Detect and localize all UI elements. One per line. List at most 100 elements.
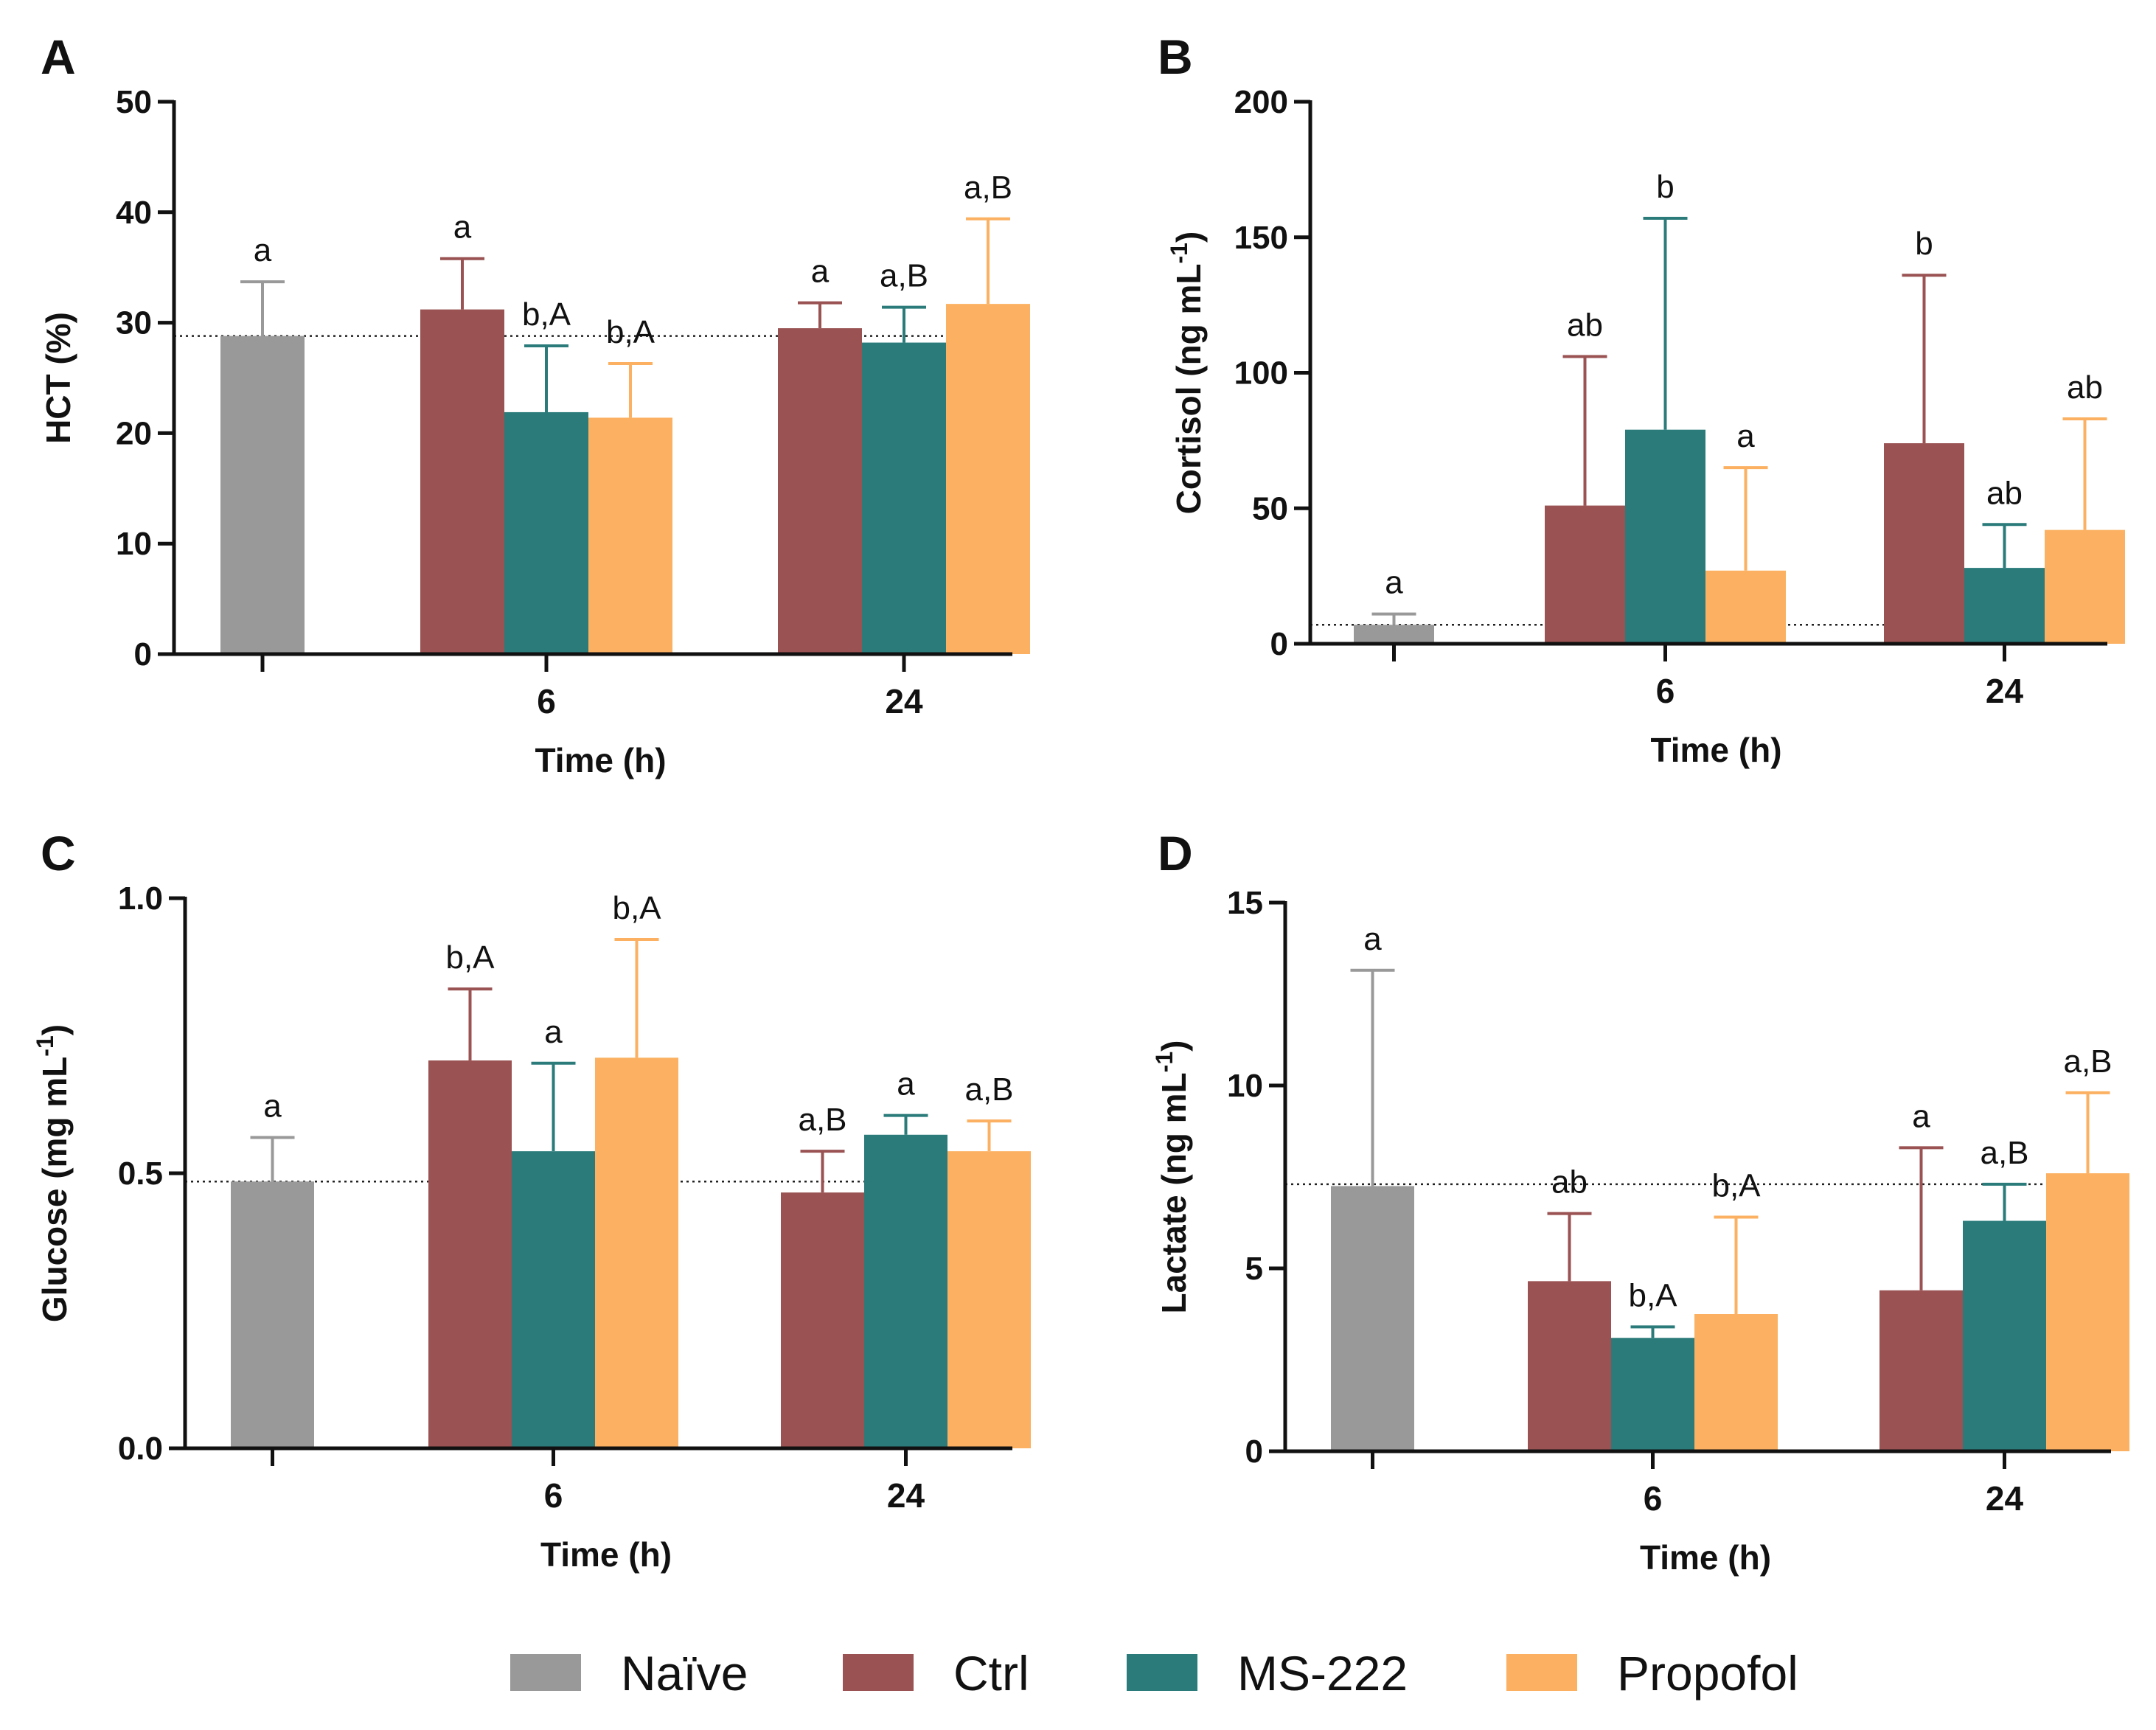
- panel-letter: C: [41, 826, 76, 880]
- y-tick-label: 0: [134, 636, 152, 673]
- x-tick-label: 24: [887, 1476, 925, 1515]
- panel-c: Ca b,A a b,A a,B a a,B 0.0 0.5 1.0 6 24 Time (h) Gluc…: [32, 826, 1031, 1574]
- y-axis-title-suffix: ): [1169, 232, 1208, 243]
- legend-item-ms-222: MS-222: [1127, 1646, 1408, 1701]
- y-axis-title: Cortisol (ng mL-1): [1166, 232, 1208, 515]
- x-tick-label: 24: [1986, 672, 2024, 710]
- bar-na-ve: [1354, 625, 1434, 644]
- bar-ms-222-24h: [862, 342, 946, 654]
- x-tick-label: 6: [1656, 672, 1675, 710]
- y-axis-title: Glucose (mg mL-1): [32, 1024, 74, 1322]
- y-axis-title: HCT (%): [39, 312, 77, 444]
- bar-ctrl-24h: [781, 1192, 864, 1448]
- significance-label: b,A: [612, 890, 661, 926]
- bar-propofol-6h: [595, 1057, 678, 1448]
- y-tick-label: 0.0: [118, 1431, 163, 1467]
- x-axis-title: Time (h): [1640, 1538, 1771, 1577]
- y-tick-label: 30: [116, 305, 152, 341]
- x-tick-label: 6: [537, 682, 556, 720]
- bar-ms-222-6h: [1625, 429, 1705, 644]
- panel-d: Da ab b,A b,A a a,B a,B 0 5 10 15 6 24 Time (h) Lactat…: [1151, 826, 2129, 1577]
- bar-ctrl-6h: [1545, 505, 1625, 644]
- y-tick-label: 0: [1245, 1434, 1263, 1470]
- legend-item-ctrl: Ctrl: [843, 1646, 1029, 1701]
- bar-propofol-24h: [2045, 529, 2125, 644]
- legend-swatch: [1506, 1654, 1577, 1691]
- bar-ms-222-24h: [1964, 568, 2045, 644]
- legend: Naïve Ctrl MS-222 Propofol: [510, 1646, 1798, 1701]
- bar-ms-222-24h: [1963, 1220, 2046, 1451]
- y-tick-label: 0: [1270, 626, 1288, 662]
- significance-label: a,B: [880, 258, 928, 294]
- legend-swatch: [510, 1654, 581, 1691]
- y-axis-title-superscript: -1: [32, 1035, 58, 1056]
- significance-label: a: [1912, 1098, 1930, 1134]
- y-tick-label: 40: [116, 195, 152, 231]
- panel-letter: D: [1158, 826, 1193, 880]
- y-tick-label: 10: [1227, 1068, 1263, 1104]
- legend-item-propofol: Propofol: [1506, 1646, 1798, 1701]
- significance-label: a: [897, 1066, 915, 1102]
- panel-a: Aa a b,A b,A a a,B a,B 0 10 20 30 40 50 6 24 Time (h) HC…: [39, 29, 1030, 779]
- legend-label: Propofol: [1617, 1646, 1798, 1701]
- x-axis-title: Time (h): [540, 1535, 672, 1574]
- y-tick-label: 1.0: [118, 880, 163, 917]
- bar-na-ve: [220, 336, 305, 654]
- y-axis-title-superscript: -1: [1166, 243, 1192, 263]
- significance-label: a: [453, 209, 472, 246]
- y-axis-title-main: Glucose (mg mL: [35, 1057, 74, 1322]
- bar-ctrl-6h: [428, 1060, 512, 1448]
- y-tick-label: 50: [116, 84, 152, 120]
- y-axis-title-main: Lactate (ng mL: [1155, 1072, 1193, 1313]
- y-axis-title-main: HCT (%): [39, 312, 77, 444]
- bar-ctrl-24h: [778, 328, 862, 654]
- bar-na-ve: [231, 1181, 314, 1448]
- legend-label: Ctrl: [953, 1646, 1029, 1701]
- bar-ctrl-6h: [1528, 1281, 1611, 1451]
- y-axis-title: Lactate (ng mL-1): [1151, 1041, 1193, 1314]
- bar-ms-222-6h: [512, 1151, 595, 1448]
- significance-label: a: [1736, 418, 1755, 454]
- bar-ms-222-24h: [864, 1134, 947, 1448]
- bar-ctrl-24h: [1879, 1290, 1963, 1451]
- bar-ctrl-24h: [1884, 443, 1964, 644]
- significance-label: ab: [2067, 369, 2103, 406]
- bar-ctrl-6h: [420, 309, 504, 654]
- significance-label: a: [544, 1014, 563, 1050]
- significance-label: a,B: [798, 1102, 846, 1138]
- bar-na-ve: [1331, 1186, 1414, 1451]
- significance-label: b,A: [445, 939, 495, 976]
- y-tick-label: 0.5: [118, 1156, 163, 1192]
- x-axis-title: Time (h): [1650, 731, 1781, 769]
- y-tick-label: 5: [1245, 1251, 1263, 1287]
- y-tick-label: 20: [116, 415, 152, 451]
- y-axis-title-suffix: ): [35, 1024, 74, 1035]
- panel-letter: B: [1158, 29, 1193, 84]
- significance-label: a: [811, 254, 830, 290]
- panel-letter: A: [41, 29, 76, 84]
- x-tick-label: 6: [1644, 1479, 1663, 1518]
- significance-label: ab: [1986, 475, 2023, 511]
- bar-ms-222-6h: [1611, 1338, 1694, 1451]
- y-tick-label: 150: [1234, 220, 1288, 256]
- y-tick-label: 50: [1252, 490, 1288, 527]
- y-tick-label: 100: [1234, 355, 1288, 392]
- x-tick-label: 24: [1986, 1479, 2024, 1518]
- y-tick-label: 200: [1234, 84, 1288, 120]
- x-tick-label: 6: [544, 1476, 563, 1515]
- significance-label: a,B: [964, 170, 1012, 206]
- significance-label: b,A: [1711, 1168, 1761, 1204]
- bar-propofol-6h: [1694, 1314, 1778, 1451]
- bar-propofol-6h: [1705, 570, 1786, 644]
- legend-item-na-ve: Naïve: [510, 1646, 748, 1701]
- x-tick-label: 24: [885, 682, 923, 720]
- significance-label: a: [1363, 921, 1382, 957]
- legend-label: Naïve: [621, 1646, 748, 1701]
- significance-label: a: [1385, 565, 1403, 601]
- bar-propofol-6h: [588, 417, 672, 654]
- significance-label: ab: [1551, 1164, 1588, 1201]
- y-tick-label: 10: [116, 526, 152, 562]
